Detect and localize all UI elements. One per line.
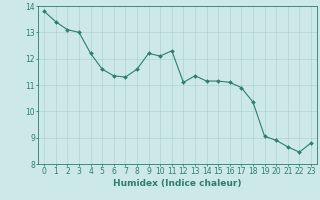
X-axis label: Humidex (Indice chaleur): Humidex (Indice chaleur)	[113, 179, 242, 188]
